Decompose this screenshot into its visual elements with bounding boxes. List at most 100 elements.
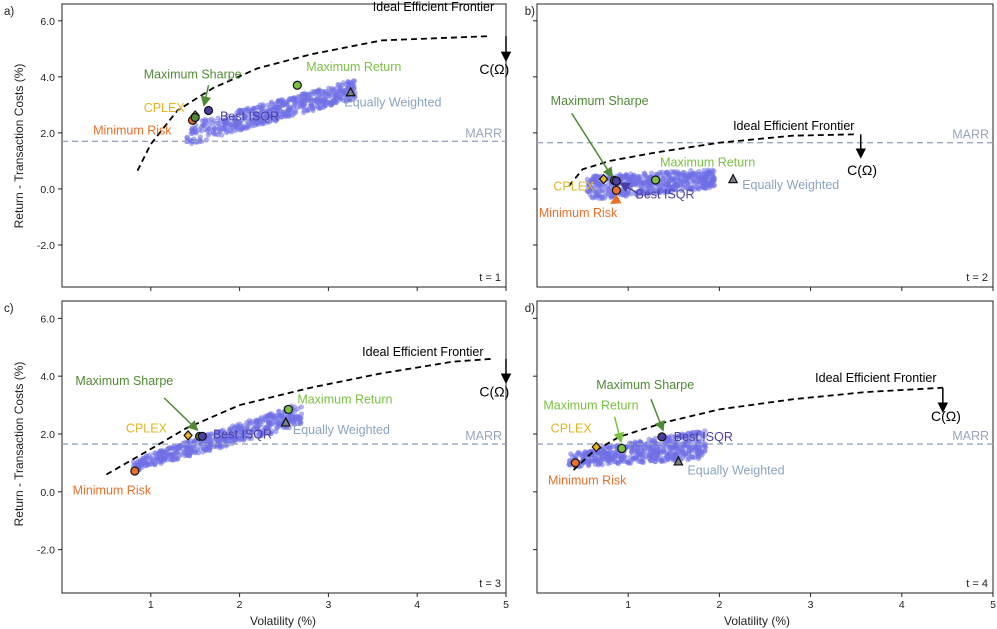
cloud-point xyxy=(637,440,643,446)
cloud-point xyxy=(685,175,691,182)
cloud-point xyxy=(189,125,196,131)
cloud-point xyxy=(291,96,297,102)
cloud-point xyxy=(216,120,222,126)
cloud-point xyxy=(266,113,272,119)
cloud-point xyxy=(700,183,706,189)
cloud-point xyxy=(629,449,635,456)
cloud-point xyxy=(657,169,663,176)
cloud-point xyxy=(216,124,222,131)
cloud-point xyxy=(238,424,245,430)
cloud-point xyxy=(255,116,261,122)
marr-label: MARR xyxy=(952,429,989,443)
cloud-point xyxy=(670,169,677,175)
panel-c: 1 2 3 4 5 6.0 4.0 2.0 0.0 -2.0 c) t = 3 MARR Minimum … xyxy=(4,300,512,611)
cloud-point xyxy=(197,445,203,451)
cloud-point xyxy=(699,434,705,440)
cloud-point xyxy=(197,134,203,140)
cloud-point xyxy=(655,457,661,463)
cloud-point xyxy=(206,122,212,128)
cloud-point xyxy=(646,191,652,197)
cloud-point xyxy=(579,453,586,459)
cloud-point xyxy=(585,461,592,468)
cloud-point xyxy=(595,184,601,190)
time-label: t = 3 xyxy=(479,578,501,590)
cloud-point xyxy=(308,102,315,108)
annotation-label: Maximum Sharpe xyxy=(551,94,649,108)
cloud-point xyxy=(648,452,654,458)
annotation-label: Equally Weighted xyxy=(344,95,441,109)
cloud-point xyxy=(220,432,227,438)
cloud-point xyxy=(221,117,227,124)
cloud-point xyxy=(650,438,656,444)
x-tick-label: 4 xyxy=(899,599,905,611)
cloud-point xyxy=(596,192,603,198)
cloud-point xyxy=(298,411,305,417)
cloud-point xyxy=(602,189,608,195)
cloud-point xyxy=(237,108,244,115)
cloud-point xyxy=(151,461,157,468)
cloud-point xyxy=(345,79,351,85)
plot-frame xyxy=(536,3,994,288)
cloud-point xyxy=(697,430,703,436)
cloud-point xyxy=(152,450,158,456)
annotation-arrow xyxy=(163,397,199,432)
cloud-point xyxy=(276,408,282,414)
cplex-marker xyxy=(591,441,602,453)
cloud-point xyxy=(624,459,630,465)
y-tick-label: -2.0 xyxy=(37,240,55,252)
cloud-point xyxy=(625,191,631,197)
cloud-point xyxy=(693,430,699,436)
cloud-point xyxy=(701,167,707,173)
cloud-point xyxy=(603,452,609,458)
cloud-point xyxy=(238,126,244,132)
cloud-point xyxy=(157,448,163,454)
cloud-point xyxy=(190,130,196,136)
cloud-point xyxy=(279,415,285,422)
cloud-point xyxy=(205,118,211,124)
annotation-label: Maximum Return xyxy=(543,398,638,412)
y-tick-label: 0.0 xyxy=(40,487,55,499)
cloud-point xyxy=(254,420,260,426)
cloud-point xyxy=(298,404,304,410)
annotation-label: Maximum Sharpe xyxy=(75,374,173,388)
cloud-point xyxy=(206,434,213,440)
cloud-point xyxy=(670,455,676,461)
y-tick-label: 6.0 xyxy=(40,313,55,325)
equally-weighted-marker xyxy=(280,416,291,427)
time-label: t = 4 xyxy=(966,578,988,590)
efficient-frontier xyxy=(568,133,857,187)
cloud-point xyxy=(135,458,141,464)
x-tick-label: 3 xyxy=(325,599,331,611)
annotation-label: Minimum Risk xyxy=(548,474,627,488)
annotation-label: Maximum Sharpe xyxy=(144,67,242,81)
panel-d: 1 2 3 4 5 d) t = 4 MARR Minimum Risk CPLEX Maximum… xyxy=(525,300,996,611)
y-tick-label: 2.0 xyxy=(40,128,55,140)
cloud-point xyxy=(699,452,705,458)
cloud-point xyxy=(695,174,701,180)
cloud-point xyxy=(248,108,254,114)
cplex-marker xyxy=(598,173,609,185)
cloud-point xyxy=(663,189,669,195)
cloud-point xyxy=(709,167,716,173)
cloud-point xyxy=(215,115,221,121)
cloud-point xyxy=(204,128,210,134)
annotation-label: Minimum Risk xyxy=(539,206,618,220)
cloud-point xyxy=(169,457,175,463)
cloud-point xyxy=(270,421,276,427)
cloud-point xyxy=(702,447,708,453)
cloud-point xyxy=(695,185,701,192)
panel-a: 6.0 4.0 2.0 0.0 -2.0 a) t = 1 MARR Minimum Risk C… xyxy=(4,0,512,291)
cloud-point xyxy=(656,443,662,449)
cloud-point xyxy=(685,444,691,450)
cloud-point xyxy=(700,175,706,181)
cloud-point xyxy=(672,186,679,192)
cloud-point xyxy=(566,458,572,464)
cloud-point xyxy=(274,417,280,424)
cloud-point xyxy=(589,194,595,200)
x-tick-label: 3 xyxy=(808,599,814,611)
cloud-point xyxy=(241,436,247,442)
cloud-point xyxy=(183,451,190,457)
cloud-point xyxy=(286,112,292,118)
cloud-point xyxy=(260,103,266,109)
cloud-point xyxy=(244,119,250,125)
